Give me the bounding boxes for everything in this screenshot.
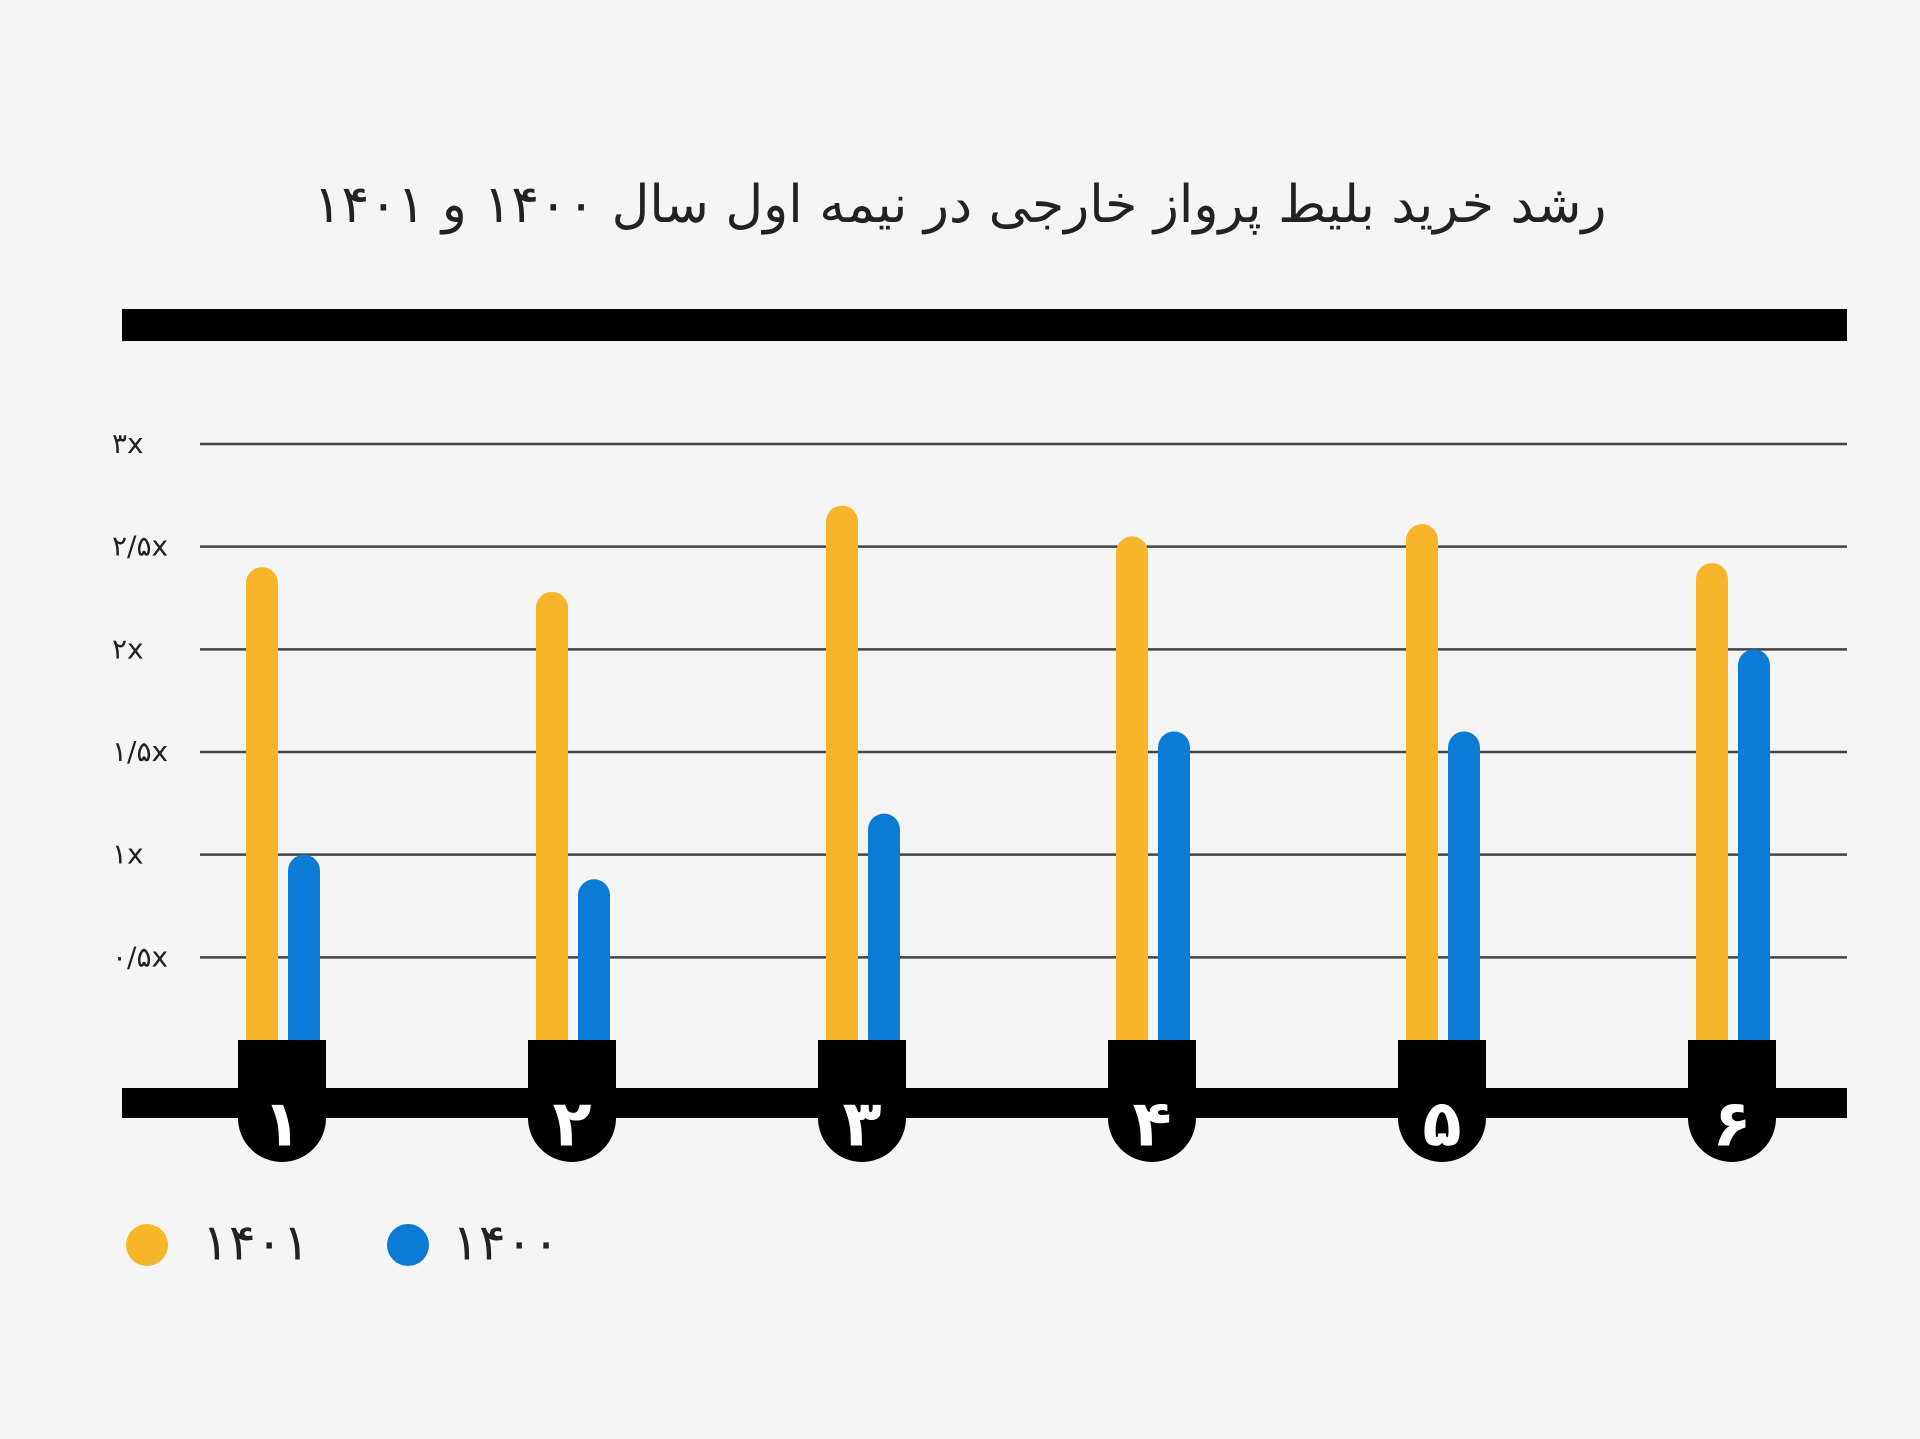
y-tick-label: ۰/۵x [112, 940, 168, 973]
x-tick-label: ۶ [1712, 1088, 1751, 1162]
bar [1406, 524, 1438, 1090]
category-badge-bottom [1108, 1074, 1196, 1162]
legend-swatch [387, 1224, 429, 1266]
y-tick-label: ۱x [112, 838, 144, 871]
category-badge: ۶ [1688, 1040, 1776, 1162]
x-tick-label: ۵ [1422, 1088, 1461, 1162]
bars-layer [246, 505, 1770, 1091]
category-badge: ۲ [528, 1040, 616, 1162]
category-badge: ۱ [238, 1040, 326, 1162]
chart-title: رشد خرید بلیط پرواز خارجی در نیمه اول سا… [313, 175, 1606, 235]
y-tick-label: ۲x [112, 632, 144, 665]
bar [246, 567, 278, 1090]
category-layer: ۱ ۲ ۳ ۴ ۵ ۶ [238, 1040, 1776, 1162]
legend-label: ۱۴۰۱ [202, 1214, 309, 1272]
category-badge: ۵ [1398, 1040, 1486, 1162]
x-tick-label: ۱ [262, 1088, 301, 1162]
bar [536, 591, 568, 1090]
legend-swatch [126, 1224, 168, 1266]
category-badge-bottom [1688, 1074, 1776, 1162]
category-badge: ۴ [1108, 1040, 1196, 1162]
bar [868, 813, 900, 1090]
x-tick-label: ۲ [552, 1088, 591, 1162]
category-badge: ۳ [818, 1040, 906, 1162]
category-badge-bottom [1398, 1074, 1486, 1162]
y-tick-label: ۲/۵x [112, 530, 168, 563]
bar [288, 854, 320, 1090]
category-badge-bottom [238, 1074, 326, 1162]
y-tick-label: ۱/۵x [112, 735, 168, 768]
legend: ۱۴۰۱ ۱۴۰۰ [126, 1214, 559, 1272]
baseline-axis-bar [122, 1088, 1847, 1118]
x-tick-label: ۴ [1132, 1088, 1171, 1162]
top-axis-bar [122, 309, 1847, 341]
grid-layer: ۰/۵x ۱x ۱/۵x ۲x ۲/۵x ۳x [112, 427, 1847, 973]
bar [1116, 536, 1148, 1090]
category-badge-bottom [528, 1074, 616, 1162]
bar [1738, 649, 1770, 1090]
category-badge-bottom [818, 1074, 906, 1162]
legend-label: ۱۴۰۰ [452, 1214, 559, 1272]
bar [1696, 563, 1728, 1090]
x-tick-label: ۳ [842, 1088, 881, 1162]
bar [826, 505, 858, 1091]
bar [1448, 731, 1480, 1090]
bar [1158, 731, 1190, 1090]
y-tick-label: ۳x [112, 427, 144, 460]
bar [578, 879, 610, 1090]
